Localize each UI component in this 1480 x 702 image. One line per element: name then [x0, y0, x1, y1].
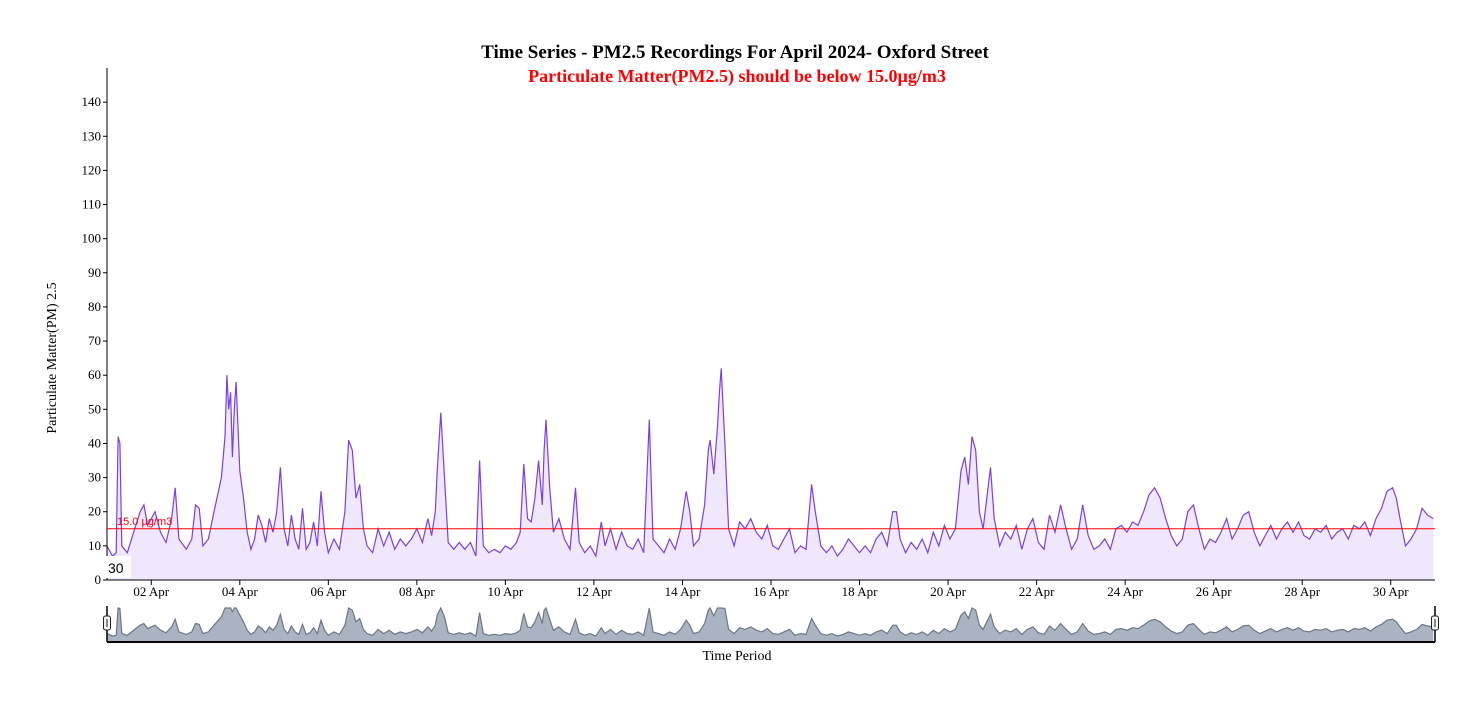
y-tick-label: 50: [88, 401, 101, 416]
y-tick-label: 70: [88, 333, 101, 348]
y-axis-title: Particulate Matter(PM) 2.5: [45, 282, 60, 433]
series-area: [107, 368, 1434, 580]
x-tick-label: 04 Apr: [222, 584, 258, 599]
chart-subtitle: Particulate Matter(PM2.5) should be belo…: [528, 66, 946, 87]
y-tick-label: 0: [95, 572, 102, 587]
navigator-line: [106, 606, 1434, 638]
x-tick-label: 30 Apr: [1373, 584, 1409, 599]
x-tick-label: 26 Apr: [1196, 584, 1232, 599]
x-tick-label: 16 Apr: [753, 584, 789, 599]
y-tick-label: 60: [88, 367, 101, 382]
x-tick-label: 12 Apr: [576, 584, 612, 599]
x-tick-label: 28 Apr: [1284, 584, 1320, 599]
y-tick-label: 130: [82, 128, 102, 143]
y-tick-label: 90: [88, 265, 101, 280]
y-tick-label: 100: [82, 231, 102, 246]
x-tick-label: 22 Apr: [1019, 584, 1055, 599]
x-tick-label: 20 Apr: [930, 584, 966, 599]
hover-badge-text: 30: [108, 560, 124, 576]
x-axis-title: Time Period: [702, 649, 771, 664]
x-tick-label: 18 Apr: [842, 584, 878, 599]
x-tick-label: 06 Apr: [310, 584, 346, 599]
y-tick-label: 30: [88, 470, 101, 485]
plot-background[interactable]: [107, 68, 1435, 580]
chart-title: Time Series - PM2.5 Recordings For April…: [481, 42, 989, 63]
plot-area[interactable]: [106, 68, 1435, 580]
y-tick-label: 140: [82, 94, 102, 109]
x-tick-label: 02 Apr: [133, 584, 169, 599]
y-tick-label: 10: [88, 538, 101, 553]
y-tick-label: 110: [82, 197, 101, 212]
y-tick-label: 40: [88, 435, 101, 450]
x-tick-label: 14 Apr: [665, 584, 701, 599]
y-tick-label: 80: [88, 299, 101, 314]
navigator-area: [107, 608, 1434, 642]
y-tick-label: 120: [82, 162, 102, 177]
range-navigator[interactable]: [103, 606, 1439, 643]
series-line: [106, 368, 1434, 558]
x-tick-label: 08 Apr: [399, 584, 435, 599]
threshold-label: 15.0 µg/m3: [117, 516, 172, 528]
threshold-group: 15.0 µg/m3: [107, 516, 1435, 530]
axes: 0 10 20 30 40 50 60 70 80 90 100 110 120 130 140 02 Apr…: [82, 68, 1435, 599]
hover-badge: 30: [105, 556, 131, 578]
x-tick-label: 24 Apr: [1107, 584, 1143, 599]
y-tick-label: 20: [88, 504, 101, 519]
x-tick-label: 10 Apr: [488, 584, 524, 599]
hover-badge-background: [105, 556, 131, 578]
